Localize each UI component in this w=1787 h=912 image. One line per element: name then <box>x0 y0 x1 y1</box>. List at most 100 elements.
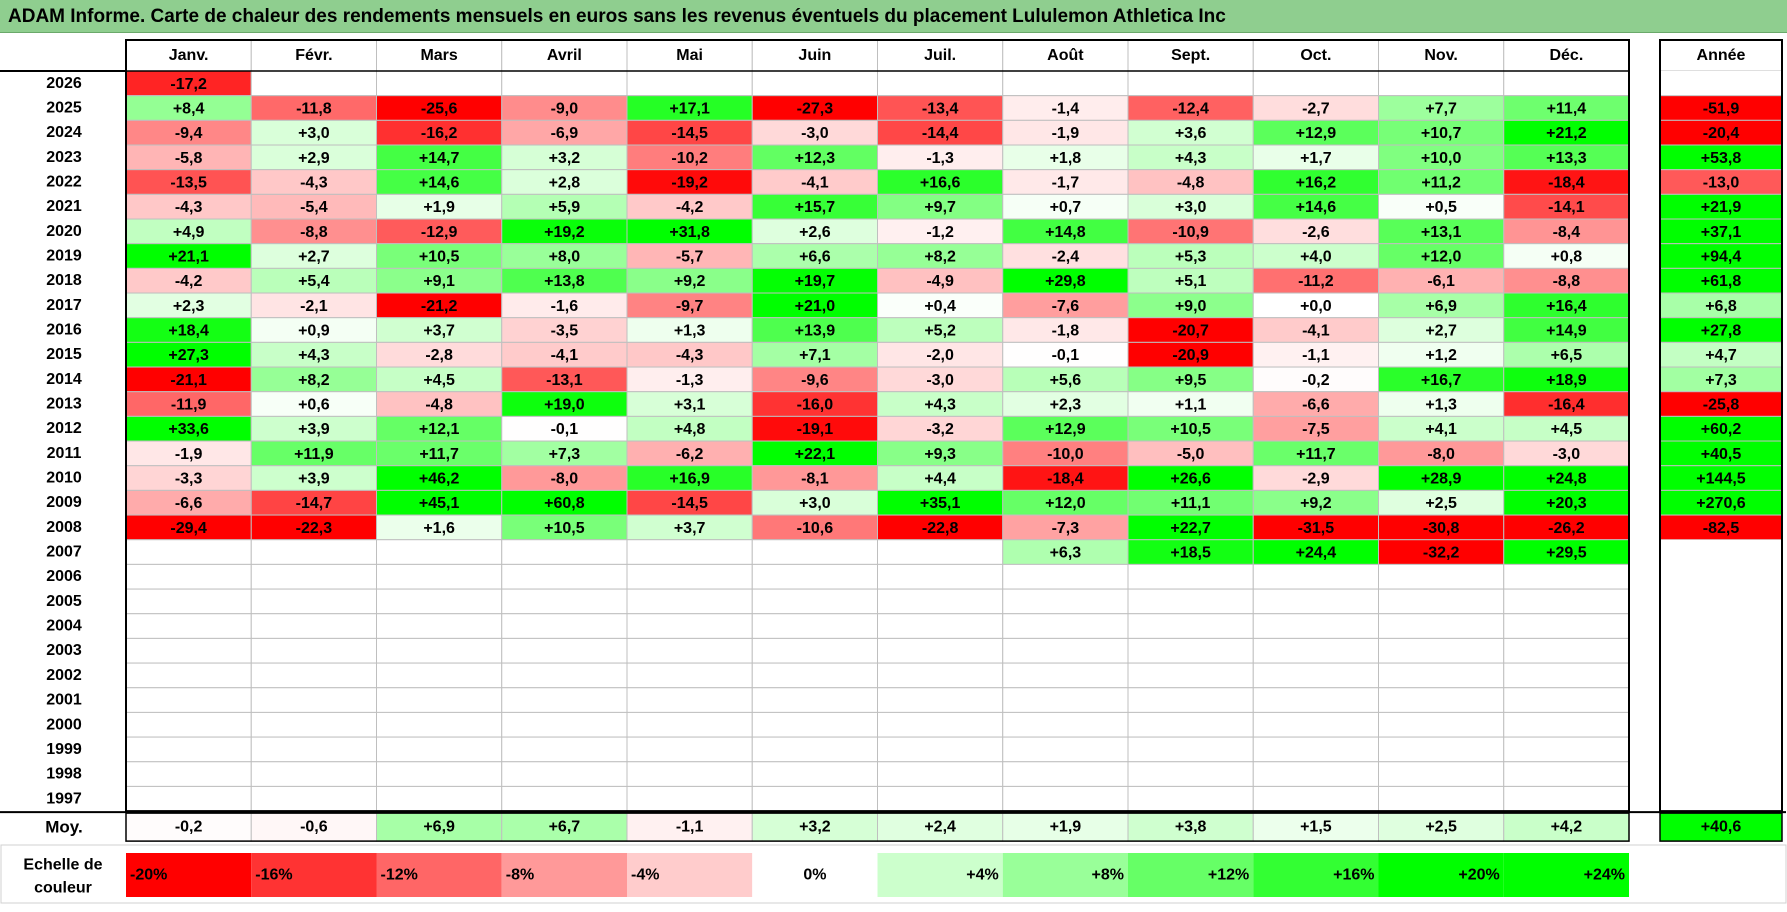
annual-cell <box>1660 613 1782 639</box>
heatmap-cell <box>1002 391 1129 417</box>
heatmap-cell-value: +18,4 <box>168 323 209 340</box>
heatmap-cell <box>1252 317 1379 343</box>
heatmap-cell-value: +29,5 <box>1546 545 1587 562</box>
year-label: 2003 <box>46 642 82 659</box>
heatmap-cell-value: +9,1 <box>423 273 455 290</box>
annual-cell <box>1659 514 1783 541</box>
annual-cell-value: +7,3 <box>1705 372 1737 389</box>
heatmap-cell <box>626 637 753 664</box>
heatmap-cell-value: -2,6 <box>1302 224 1330 241</box>
heatmap-cell <box>877 243 1004 269</box>
heatmap-cell-value: -8,8 <box>300 224 328 241</box>
heatmap-cell-value: -1,1 <box>1302 347 1330 364</box>
heatmap-cell <box>376 563 503 590</box>
scale-swatch <box>251 853 377 897</box>
heatmap-cell <box>877 465 1004 491</box>
heatmap-cell <box>626 761 753 787</box>
heatmap-cell <box>1127 761 1254 787</box>
heatmap-cell <box>1127 243 1254 269</box>
heatmap-cell-value: +28,9 <box>1421 471 1462 488</box>
heatmap-cell-value: -16,0 <box>797 397 834 414</box>
heatmap-cell-value: -29,4 <box>170 520 207 537</box>
annual-cell <box>1659 489 1783 516</box>
heatmap-cell <box>376 588 503 615</box>
heatmap-cell <box>1503 119 1630 146</box>
heatmap-cell <box>877 193 1004 220</box>
month-header-label: Juin <box>798 47 831 64</box>
heatmap-cell-value: +14,9 <box>1546 323 1587 340</box>
annual-cell <box>1659 366 1783 393</box>
heatmap-cell-value: -13,4 <box>922 101 959 118</box>
scale-swatch <box>627 853 753 897</box>
year-label: 2008 <box>46 519 82 536</box>
heatmap-cell <box>751 539 878 565</box>
average-cell-value: +1,5 <box>1300 819 1332 836</box>
annual-cell <box>1660 71 1782 96</box>
heatmap-cell-value: -3,0 <box>801 125 829 142</box>
heatmap-cell-value: +2,9 <box>298 150 330 167</box>
year-label: 2018 <box>46 272 82 289</box>
average-cell-value: -1,1 <box>676 819 704 836</box>
heatmap-cell <box>626 341 753 368</box>
heatmap-cell <box>877 785 1004 812</box>
heatmap-cell-value: -2,4 <box>1052 249 1080 266</box>
heatmap-cell <box>376 687 503 713</box>
heatmap-cell-value: -0,1 <box>1052 347 1080 364</box>
heatmap-cell-value: +5,2 <box>924 323 956 340</box>
heatmap-cell-value: +0,6 <box>298 397 330 414</box>
month-header-label: Nov. <box>1424 47 1457 64</box>
heatmap-cell <box>626 514 753 541</box>
heatmap-cell <box>1127 588 1254 615</box>
heatmap-cell-value: -30,8 <box>1423 520 1460 537</box>
annual-cell-value: +4,7 <box>1705 347 1737 364</box>
heatmap-cell <box>125 144 252 171</box>
heatmap-cell-value: +13,3 <box>1546 150 1587 167</box>
heatmap-cell-value: +6,6 <box>799 249 831 266</box>
heatmap-cell <box>376 613 503 639</box>
heatmap-cell-value: +26,6 <box>1170 471 1211 488</box>
annual-cell <box>1659 440 1783 467</box>
heatmap-cell-value: +22,1 <box>795 446 836 463</box>
annual-cell-value: +53,8 <box>1701 150 1742 167</box>
heatmap-cell <box>1002 736 1129 763</box>
heatmap-cell <box>1503 539 1630 565</box>
heatmap-cell <box>1503 144 1630 171</box>
scale-swatch <box>376 853 502 897</box>
heatmap-cell <box>125 317 252 343</box>
heatmap-cell <box>626 193 753 220</box>
heatmap-cell <box>877 218 1004 245</box>
heatmap-cell <box>1252 218 1379 245</box>
heatmap-cell-value: -3,2 <box>926 421 954 438</box>
heatmap-cell <box>1127 662 1254 689</box>
heatmap-cell-value: +3,9 <box>298 421 330 438</box>
heatmap-cell-value: -19,1 <box>797 421 834 438</box>
heatmap-cell-value: +13,8 <box>544 273 585 290</box>
heatmap-cell <box>751 687 878 713</box>
heatmap-cell-value: -6,1 <box>1427 273 1455 290</box>
year-label: 2013 <box>46 396 82 413</box>
heatmap-cell-value: +4,1 <box>1425 421 1457 438</box>
heatmap-cell <box>1002 119 1129 146</box>
heatmap-cell-value: -14,5 <box>671 125 708 142</box>
heatmap-cell <box>1252 761 1379 787</box>
heatmap-cell-value: +19,2 <box>544 224 585 241</box>
heatmap-cell <box>1127 292 1254 319</box>
heatmap-cell-value: +3,2 <box>549 150 581 167</box>
heatmap-cell <box>751 489 878 516</box>
average-annual-cell <box>1659 812 1783 842</box>
heatmap-cell <box>1127 341 1254 368</box>
heatmap-cell <box>1378 317 1505 343</box>
heatmap-cell-value: +1,2 <box>1425 347 1457 364</box>
heatmap-cell <box>1503 169 1630 195</box>
heatmap-cell-value: +19,0 <box>544 397 585 414</box>
annual-cell <box>1660 589 1782 614</box>
year-label: 2002 <box>46 667 82 684</box>
heatmap-cell <box>1503 70 1630 97</box>
heatmap-cell <box>376 785 503 812</box>
average-cell-value: +3,2 <box>799 819 831 836</box>
heatmap-cell-value: +19,7 <box>795 273 836 290</box>
heatmap-cell <box>1378 415 1505 442</box>
annual-cell-value: -20,4 <box>1703 125 1740 142</box>
heatmap-cell-value: -26,2 <box>1548 520 1585 537</box>
heatmap-cell <box>1378 761 1505 787</box>
